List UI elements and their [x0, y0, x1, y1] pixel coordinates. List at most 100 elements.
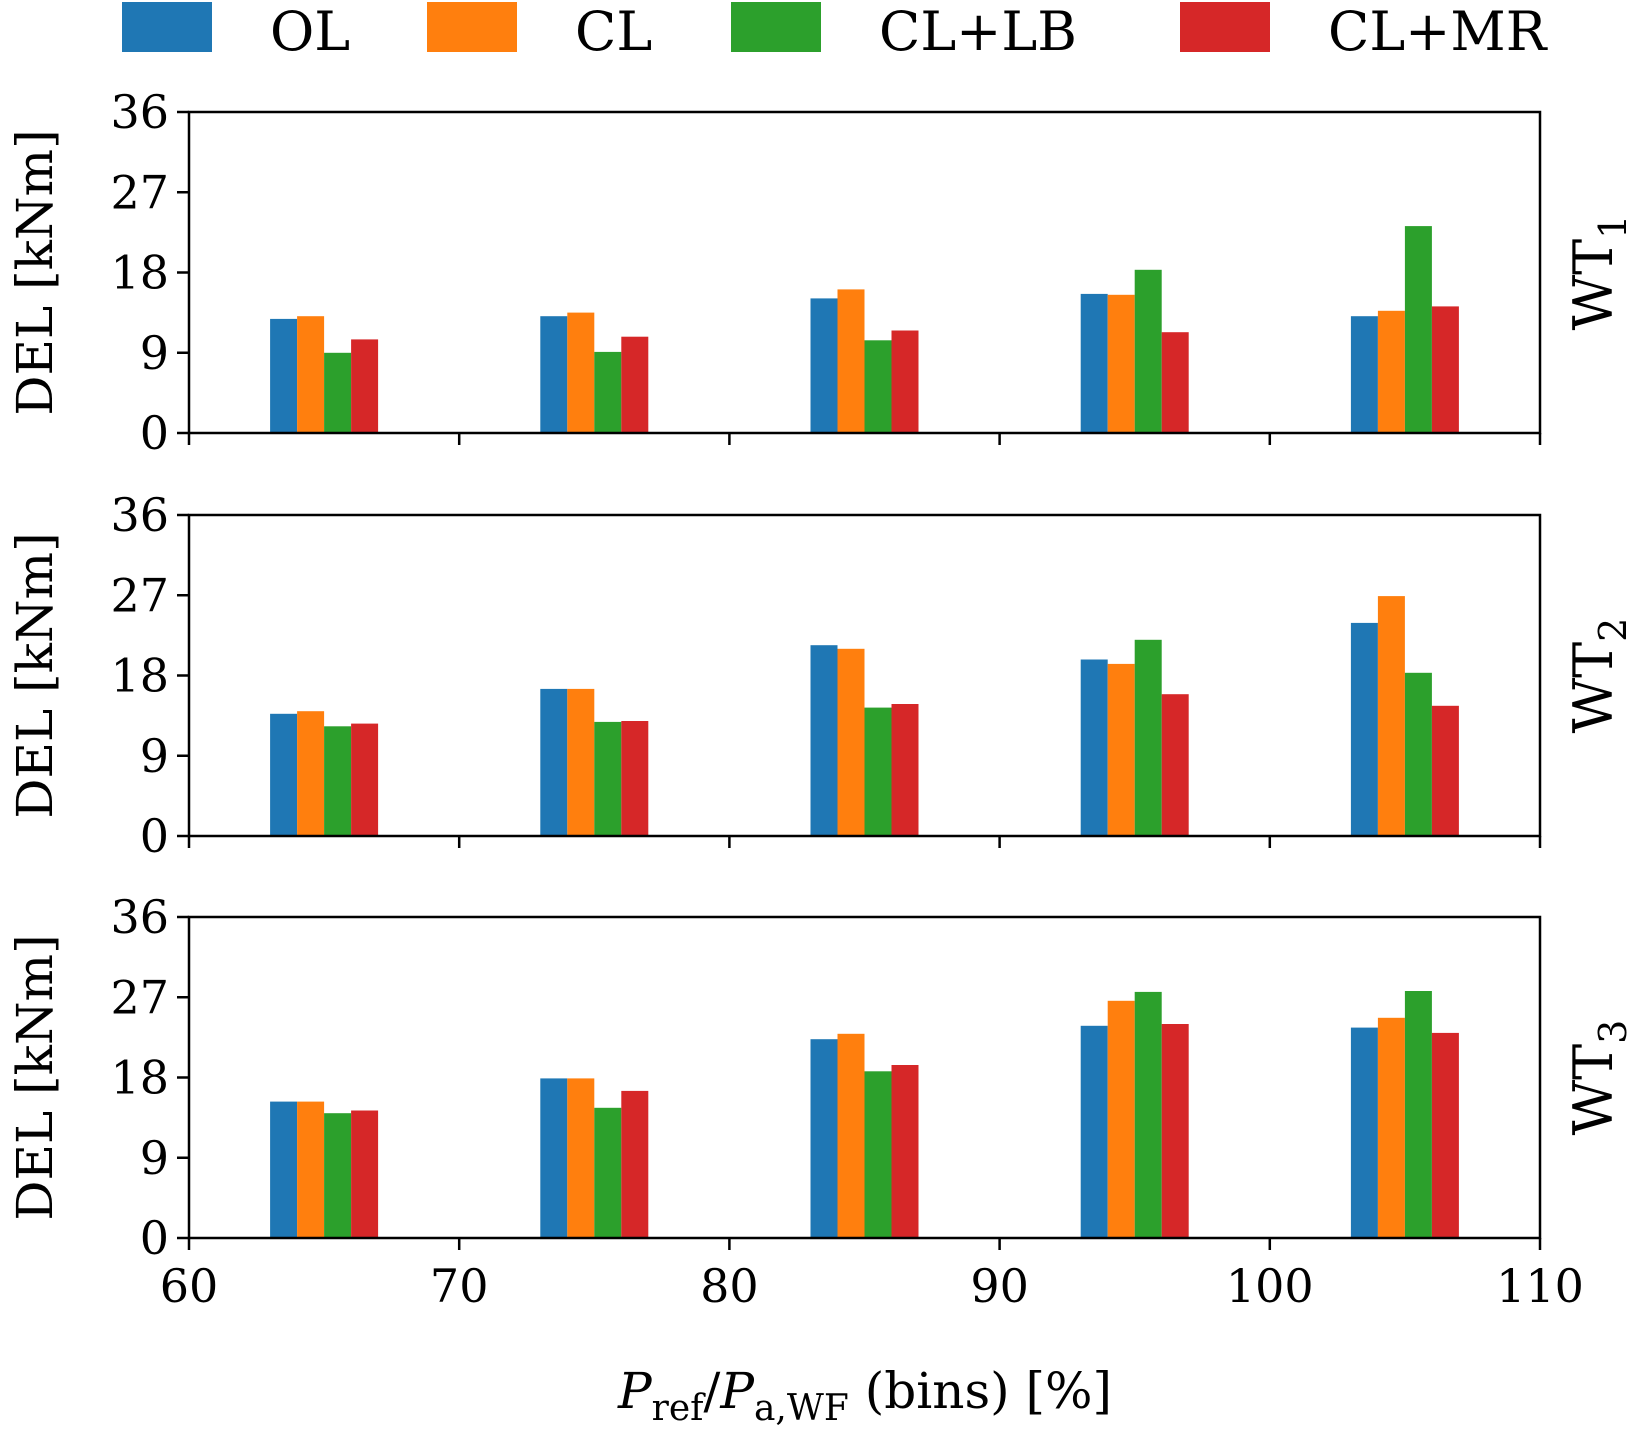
bar-OL-85: [810, 645, 838, 836]
bar-CL+MR-95: [1161, 694, 1189, 836]
panel-label: WT1: [1562, 215, 1629, 331]
bar-CL+MR-95: [1161, 332, 1189, 433]
bar-CL-105: [1377, 310, 1405, 433]
bar-CL-95: [1107, 1000, 1135, 1238]
x-axis-label-P2: P: [719, 1362, 755, 1420]
x-axis-label-rest: (bins) [%]: [849, 1362, 1112, 1420]
bar-CL+LB-75: [594, 351, 622, 433]
bar-OL-65: [270, 318, 298, 433]
y-tick-label: 27: [110, 568, 169, 622]
x-axis-label-slash: /: [703, 1362, 720, 1420]
bar-CL+MR-85: [891, 330, 919, 433]
y-tick-label: 9: [140, 326, 169, 380]
bar-CL+LB-95: [1134, 991, 1162, 1238]
legend-swatch-CL+LB: [731, 2, 821, 52]
bar-CL+MR-95: [1161, 1024, 1189, 1238]
panel-label-sub: 2: [1591, 618, 1629, 642]
bar-CL-85: [837, 648, 865, 837]
bar-OL-85: [810, 1039, 838, 1238]
y-tick-label: 0: [140, 1211, 169, 1265]
y-axis-label: DEL [kNm]: [6, 934, 64, 1220]
panel-label-main: WT: [1562, 642, 1625, 734]
legend-swatch-CL: [427, 2, 517, 52]
bar-OL-75: [540, 1078, 568, 1238]
x-axis-label: Pref/Pa,WF (bins) [%]: [617, 1362, 1112, 1428]
y-tick-label: 9: [140, 1131, 169, 1185]
bar-CL-95: [1107, 294, 1135, 433]
bar-CL-85: [837, 1033, 865, 1238]
panel-label-sub: 1: [1591, 215, 1629, 239]
bar-CL+LB-85: [864, 340, 892, 433]
y-tick-label: 0: [140, 809, 169, 863]
legend-label-CL+MR: CL+MR: [1328, 0, 1548, 63]
bar-CL+MR-105: [1431, 306, 1459, 433]
x-axis-label-sub1: ref: [652, 1388, 707, 1428]
bar-CL-65: [297, 316, 325, 433]
legend-label-CL: CL: [575, 0, 652, 63]
x-tick-label: 80: [700, 1259, 759, 1313]
x-tick-label: 60: [160, 1259, 219, 1313]
bar-OL-105: [1350, 1027, 1378, 1238]
bar-CL+LB-105: [1404, 226, 1432, 433]
bar-CL+LB-95: [1134, 639, 1162, 836]
bar-CL+LB-65: [324, 352, 352, 434]
bar-CL+LB-85: [864, 1071, 892, 1238]
y-tick-label: 18: [110, 1051, 169, 1105]
bar-CL+MR-85: [891, 704, 919, 836]
y-tick-label: 36: [110, 85, 169, 139]
bar-CL+MR-75: [621, 721, 649, 836]
bar-CL+MR-65: [351, 1110, 379, 1238]
bar-CL+MR-75: [621, 336, 649, 433]
bar-OL-95: [1080, 1025, 1108, 1238]
x-tick-label: 100: [1226, 1259, 1314, 1313]
bar-CL-65: [297, 711, 325, 836]
y-tick-label: 27: [110, 970, 169, 1024]
bar-CL+LB-105: [1404, 991, 1432, 1238]
bar-CL+LB-75: [594, 1107, 622, 1238]
x-axis-label-P1: P: [617, 1362, 653, 1420]
bar-OL-95: [1080, 293, 1108, 433]
y-tick-label: 18: [110, 649, 169, 703]
legend-label-CL+LB: CL+LB: [879, 0, 1077, 63]
bar-CL-75: [567, 312, 595, 433]
bar-CL+LB-75: [594, 721, 622, 836]
bar-OL-105: [1350, 316, 1378, 433]
y-tick-label: 18: [110, 246, 169, 300]
y-axis-label: DEL [kNm]: [6, 532, 64, 818]
y-axis-label: DEL [kNm]: [6, 129, 64, 415]
panel-label-sub: 3: [1591, 1020, 1629, 1044]
y-tick-label: 36: [110, 890, 169, 944]
bar-OL-105: [1350, 622, 1378, 836]
bar-CL-75: [567, 1078, 595, 1238]
bar-CL+LB-65: [324, 1113, 352, 1238]
x-axis-label-sub2: a,WF: [754, 1388, 849, 1428]
bar-OL-95: [1080, 659, 1108, 836]
x-tick-label: 70: [430, 1259, 489, 1313]
bar-OL-65: [270, 1101, 298, 1238]
x-tick-label: 110: [1496, 1259, 1584, 1313]
panel-3: 0 9 18 27 36 60 70 80 90 100 110 DEL [kNm] WT3: [6, 890, 1629, 1313]
y-tick-label: 27: [110, 165, 169, 219]
y-tick-label: 0: [140, 406, 169, 460]
bar-OL-85: [810, 298, 838, 433]
bar-CL+LB-85: [864, 707, 892, 836]
bar-CL-75: [567, 688, 595, 836]
bar-CL+MR-65: [351, 339, 379, 433]
bar-CL-85: [837, 289, 865, 433]
bar-CL+LB-95: [1134, 269, 1162, 433]
panel-label: WT3: [1562, 1020, 1629, 1136]
bar-CL+MR-75: [621, 1090, 649, 1238]
panel-label-main: WT: [1562, 239, 1625, 331]
bar-OL-75: [540, 316, 568, 433]
y-tick-label: 9: [140, 729, 169, 783]
bar-CL+MR-105: [1431, 705, 1459, 836]
legend-label-OL: OL: [270, 0, 350, 63]
panel-1: 0 9 18 27 36 DEL [kNm] WT1: [6, 85, 1629, 460]
bar-CL+MR-85: [891, 1065, 919, 1238]
bar-CL-65: [297, 1101, 325, 1238]
bar-CL+LB-65: [324, 726, 352, 836]
bar-CL+MR-105: [1431, 1032, 1459, 1238]
bar-CL-95: [1107, 663, 1135, 836]
